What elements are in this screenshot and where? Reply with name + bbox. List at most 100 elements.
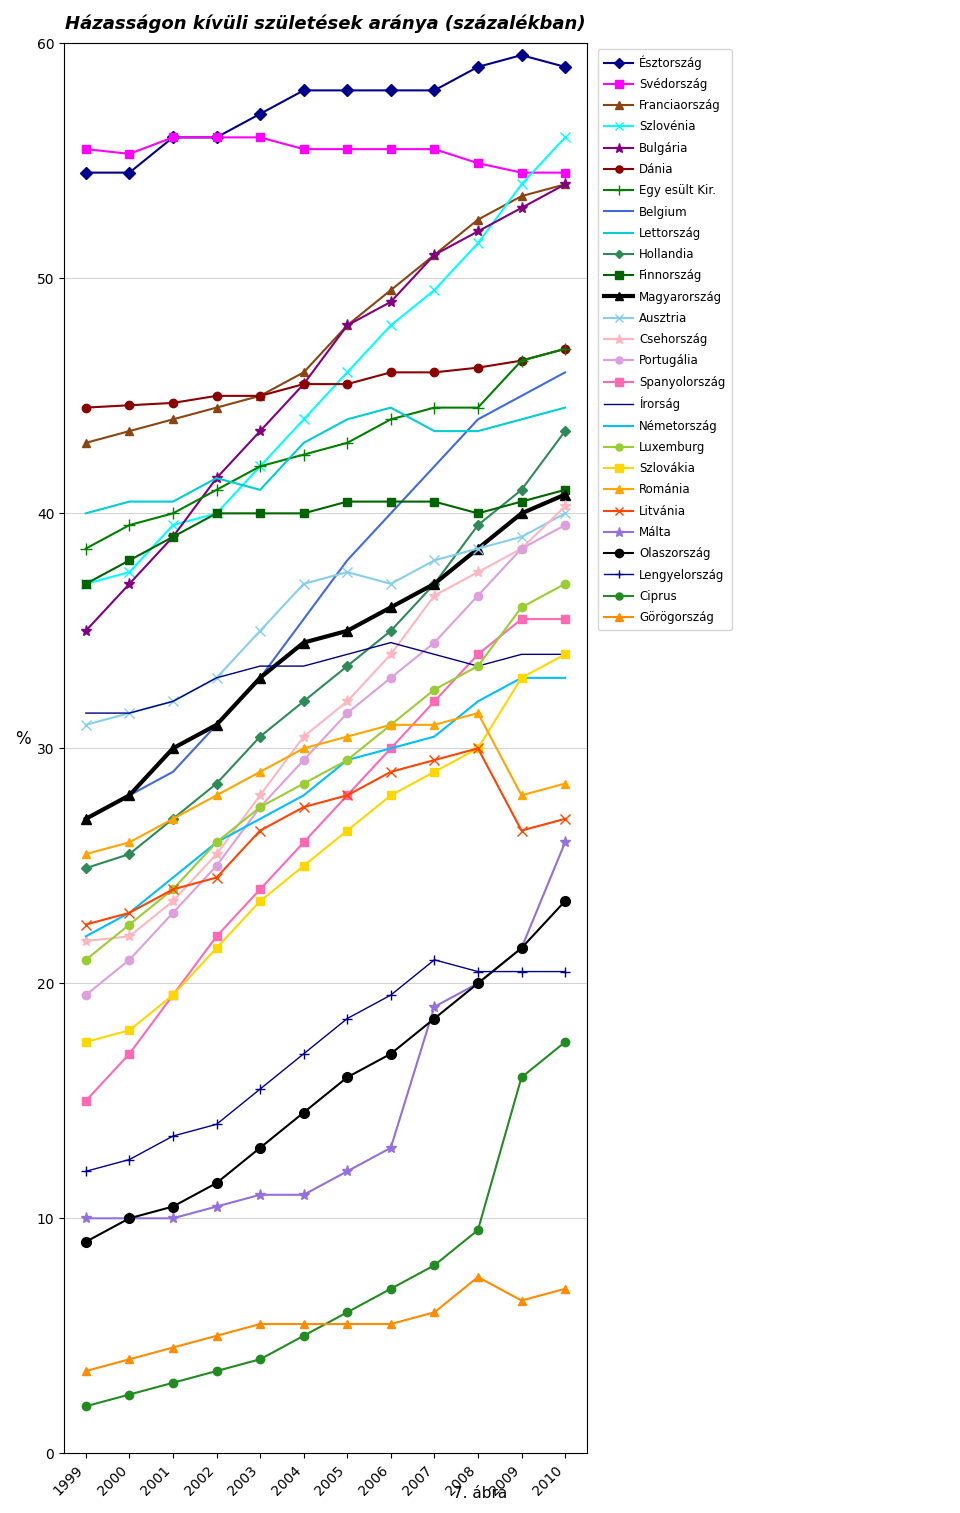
Spanyolország xyxy=(167,986,179,1005)
Bulgária xyxy=(167,528,179,546)
Lettország xyxy=(428,422,440,440)
Finnország xyxy=(428,493,440,511)
Line: Olaszország: Olaszország xyxy=(81,896,570,1247)
Románia xyxy=(516,787,527,805)
Portugália xyxy=(211,856,223,875)
Finnország xyxy=(560,481,571,499)
Line: Egy esült Kir.: Egy esült Kir. xyxy=(81,343,570,554)
Ausztria xyxy=(167,693,179,711)
Észtország xyxy=(516,45,527,64)
Észtország xyxy=(254,104,266,123)
Legend: Észtország, Svédország, Franciaország, Szlovénia, Bulgária, Dánia, Egy esült Kir: Észtország, Svédország, Franciaország, S… xyxy=(598,50,732,629)
Line: Franciaország: Franciaország xyxy=(82,180,569,446)
Lengyelország xyxy=(516,962,527,980)
Portugália xyxy=(167,903,179,921)
Ausztria xyxy=(124,704,135,722)
Line: Hollandia: Hollandia xyxy=(83,428,568,871)
Lengyelország xyxy=(124,1150,135,1168)
Spanyolország xyxy=(211,927,223,946)
Szlovákia xyxy=(167,986,179,1005)
Lettország xyxy=(342,410,353,428)
Málta xyxy=(385,1139,396,1157)
Svédország xyxy=(211,129,223,147)
Ausztria xyxy=(254,622,266,640)
Bulgária xyxy=(124,575,135,593)
Németország xyxy=(211,834,223,852)
Görögország xyxy=(342,1315,353,1333)
Lettország xyxy=(167,493,179,511)
Svédország xyxy=(428,141,440,159)
Csehország xyxy=(560,498,571,516)
Luxemburg xyxy=(80,950,91,968)
Finnország xyxy=(298,504,309,522)
Magyarország xyxy=(516,504,527,522)
Észtország xyxy=(167,129,179,147)
Magyarország xyxy=(211,716,223,734)
Ciprus xyxy=(516,1068,527,1086)
Csehország xyxy=(124,927,135,946)
Románia xyxy=(254,763,266,781)
Szlovénia xyxy=(516,176,527,194)
Litvánia xyxy=(428,750,440,769)
Görögország xyxy=(428,1303,440,1321)
Belgium xyxy=(124,787,135,805)
Olaszország xyxy=(516,940,527,958)
Észtország xyxy=(385,82,396,100)
Ciprus xyxy=(560,1033,571,1052)
Olaszország xyxy=(254,1139,266,1157)
Finnország xyxy=(80,575,91,593)
Lettország xyxy=(211,469,223,487)
Románia xyxy=(124,834,135,852)
Románia xyxy=(167,809,179,828)
Szlovákia xyxy=(211,940,223,958)
Belgium xyxy=(560,363,571,381)
Olaszország xyxy=(167,1197,179,1215)
Dánia xyxy=(472,359,484,377)
Málta xyxy=(211,1197,223,1215)
Franciaország xyxy=(124,422,135,440)
Line: Finnország: Finnország xyxy=(82,486,569,589)
Egy esült Kir. xyxy=(385,410,396,428)
Luxemburg xyxy=(385,716,396,734)
Egy esült Kir. xyxy=(516,351,527,369)
Németország xyxy=(428,728,440,746)
Olaszország xyxy=(80,1233,91,1251)
Ausztria xyxy=(298,575,309,593)
Ausztria xyxy=(80,716,91,734)
Ciprus xyxy=(167,1374,179,1392)
Egy esült Kir. xyxy=(167,504,179,522)
Line: Portugália: Portugália xyxy=(82,520,569,999)
Luxemburg xyxy=(211,834,223,852)
Lengyelország xyxy=(254,1080,266,1098)
Málta xyxy=(167,1209,179,1227)
Line: Csehország: Csehország xyxy=(81,501,570,947)
Magyarország xyxy=(428,575,440,593)
Line: Bulgária: Bulgária xyxy=(81,179,570,637)
Egy esült Kir. xyxy=(80,540,91,558)
Luxemburg xyxy=(124,915,135,934)
Portugália xyxy=(342,704,353,722)
Hollandia xyxy=(342,657,353,675)
Franciaország xyxy=(385,281,396,300)
Svédország xyxy=(124,145,135,163)
Ausztria xyxy=(428,551,440,569)
Litvánia xyxy=(254,822,266,840)
Svédország xyxy=(80,141,91,159)
Belgium xyxy=(167,763,179,781)
Hollandia xyxy=(254,728,266,746)
Portugália xyxy=(385,669,396,687)
Ciprus xyxy=(80,1396,91,1415)
Szlovénia xyxy=(342,363,353,381)
Románia xyxy=(211,787,223,805)
Finnország xyxy=(472,504,484,522)
Line: Belgium: Belgium xyxy=(85,372,565,819)
Ciprus xyxy=(298,1327,309,1345)
Luxemburg xyxy=(428,681,440,699)
Ausztria xyxy=(560,504,571,522)
Ausztria xyxy=(516,528,527,546)
Line: Ciprus: Ciprus xyxy=(82,1038,569,1410)
Szlovénia xyxy=(167,516,179,534)
Ausztria xyxy=(342,563,353,581)
Írorság xyxy=(342,645,353,663)
Line: Németország: Németország xyxy=(85,678,565,937)
